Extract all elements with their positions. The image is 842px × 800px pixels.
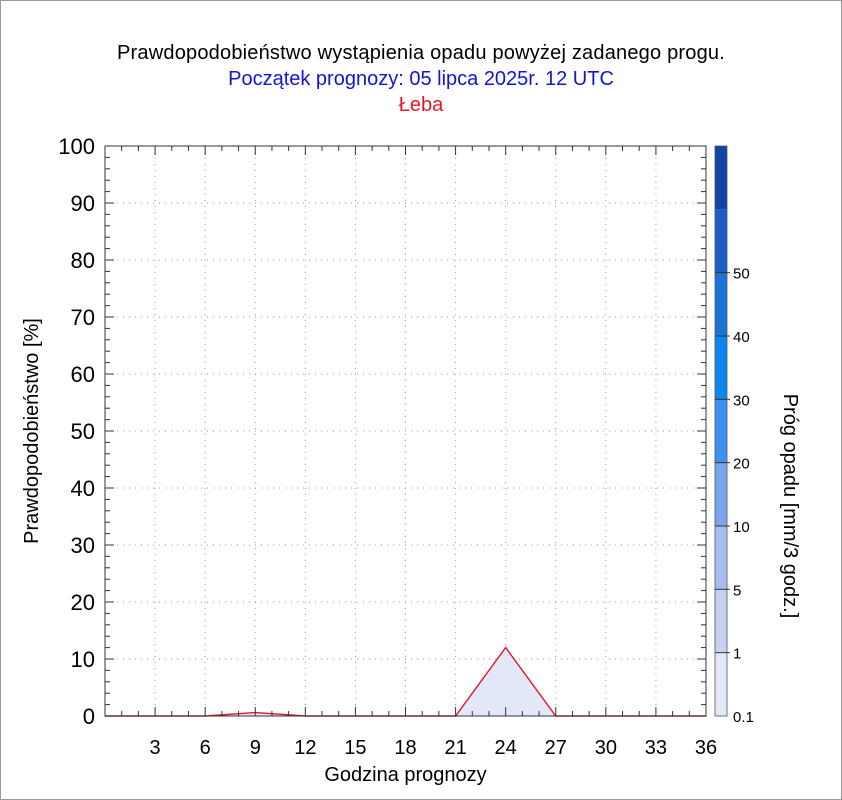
x-tick-label: 6 [200, 737, 211, 759]
y-axis-label: Prawdopodobieństwo [%] [21, 318, 43, 544]
colorbar [714, 145, 728, 717]
colorbar-segment [715, 399, 727, 463]
chart-title: Prawdopodobieństwo wystąpienia opadu pow… [117, 42, 725, 64]
colorbar-segment [715, 652, 727, 716]
y-tick-label: 50 [71, 419, 95, 444]
x-tick-label: 36 [695, 737, 717, 759]
chart-subtitle: Początek prognozy: 05 lipca 2025r. 12 UT… [228, 68, 614, 90]
colorbar-tick-label: 0.1 [733, 709, 754, 726]
x-tick-label: 24 [495, 737, 517, 759]
colorbar-tick-label: 10 [733, 519, 750, 536]
colorbar-tick-label: 5 [733, 582, 741, 599]
y-tick-label: 60 [71, 362, 95, 387]
colorbar-segment [715, 589, 727, 653]
y-tick-label: 40 [71, 476, 95, 501]
axis-ticks [104, 145, 707, 717]
y-tick-label: 0 [83, 704, 95, 729]
colorbar-segment [715, 526, 727, 590]
x-tick-label: 12 [294, 737, 316, 759]
colorbar-segment [715, 272, 727, 336]
y-axis-tick-labels: 0 10 20 30 40 50 60 70 80 90 100 [58, 134, 95, 729]
colorbar-tick-label: 40 [733, 329, 750, 346]
y-tick-label: 10 [71, 647, 95, 672]
x-axis-label: Godzina prognozy [324, 764, 486, 786]
x-tick-label: 21 [444, 737, 466, 759]
colorbar-tick-label: 50 [733, 266, 750, 283]
grid-lines [105, 146, 706, 716]
area-outline-0.1 [105, 646, 706, 717]
x-axis-tick-labels: 3 6 9 12 15 18 21 24 27 30 33 36 [150, 737, 718, 759]
colorbar-segment [715, 209, 727, 273]
colorbar-tick-label: 1 [733, 646, 741, 663]
y-tick-label: 100 [58, 134, 95, 159]
y-tick-label: 90 [71, 191, 95, 216]
colorbar-segment [715, 336, 727, 400]
colorbar-tick-labels: 0.1 1 5 10 20 30 40 50 [715, 266, 754, 726]
colorbar-tick-label: 30 [733, 392, 750, 409]
x-tick-label: 27 [545, 737, 567, 759]
x-tick-label: 33 [645, 737, 667, 759]
probability-area [105, 646, 706, 717]
y-tick-label: 80 [71, 248, 95, 273]
colorbar-segment [715, 146, 727, 210]
colorbar-tick-label: 20 [733, 456, 750, 473]
y-tick-label: 30 [71, 533, 95, 558]
y-tick-label: 20 [71, 590, 95, 615]
colorbar-border [714, 145, 728, 717]
area-fill-0.1 [105, 647, 706, 716]
x-tick-label: 18 [394, 737, 416, 759]
x-tick-label: 30 [595, 737, 617, 759]
location-label: Łeba [398, 94, 444, 116]
colorbar-segment [715, 462, 727, 526]
x-tick-label: 15 [344, 737, 366, 759]
colorbar-label: Próg opadu [mm/3 godz.] [779, 394, 801, 619]
x-tick-label: 3 [150, 737, 161, 759]
x-tick-label: 9 [250, 737, 261, 759]
y-tick-label: 70 [71, 305, 95, 330]
